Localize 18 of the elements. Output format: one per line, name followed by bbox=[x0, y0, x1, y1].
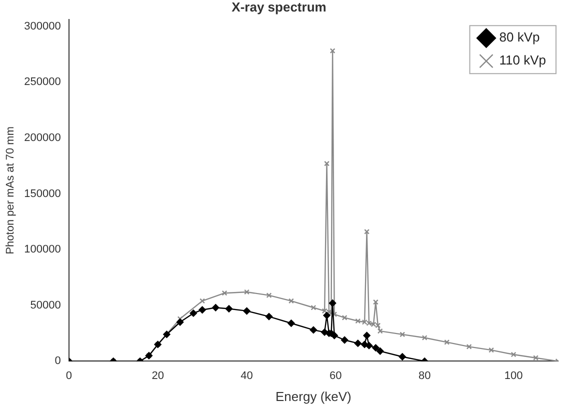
chart-title: X-ray spectrum bbox=[232, 0, 326, 14]
x-tick-label: 0 bbox=[66, 370, 72, 382]
y-tick-label: 0 bbox=[54, 355, 61, 368]
x-tick-label: 40 bbox=[240, 370, 253, 382]
y-tick-label: 50000 bbox=[30, 299, 61, 312]
legend-label: 110 kVp bbox=[499, 52, 546, 68]
legend-label: 80 kVp bbox=[499, 30, 540, 45]
y-axis-title: Photon per mAs at 70 mm bbox=[4, 126, 17, 254]
x-tick-label: 60 bbox=[330, 370, 342, 382]
y-tick-label: 100000 bbox=[24, 244, 61, 256]
x-tick-label: 80 bbox=[418, 370, 431, 382]
y-tick-label: 250000 bbox=[24, 76, 61, 88]
x-tick-label: 20 bbox=[152, 370, 164, 382]
y-tick-label: 300000 bbox=[24, 20, 61, 32]
y-tick-label: 200000 bbox=[24, 132, 61, 144]
x-axis-title: Energy (keV) bbox=[276, 388, 352, 404]
y-tick-label: 150000 bbox=[24, 188, 61, 200]
x-tick-label: 100 bbox=[504, 370, 523, 382]
